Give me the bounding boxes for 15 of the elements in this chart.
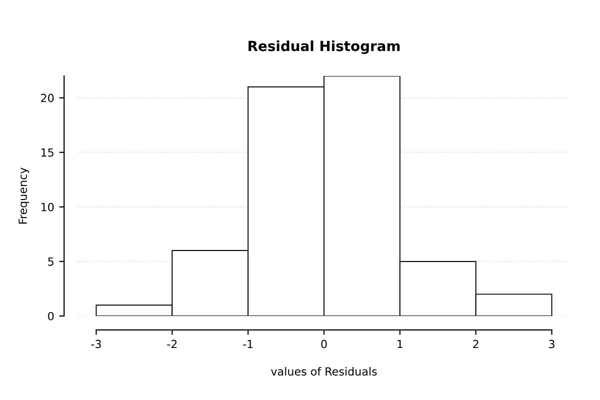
y-tick-label: 15 (41, 148, 54, 157)
y-tick-label: 20 (41, 94, 54, 102)
x-tick-label: 2 (473, 340, 478, 348)
x-tick-label: -1 (243, 340, 253, 348)
x-tick-label: 1 (398, 340, 402, 348)
y-tick-label: 10 (41, 202, 54, 212)
y-tick-label: 5 (48, 258, 54, 266)
x-axis-title: values of Residuals (271, 367, 377, 376)
x-tick-label: 3 (549, 340, 554, 348)
x-tick-label: 0 (321, 340, 327, 348)
y-axis-title: Frequency (18, 168, 30, 224)
y-tick-label: 0 (48, 312, 54, 320)
x-tick-label: -2 (167, 340, 177, 348)
x-tick-label: -3 (91, 340, 101, 348)
chart-title: Residual Histogram (248, 40, 400, 54)
